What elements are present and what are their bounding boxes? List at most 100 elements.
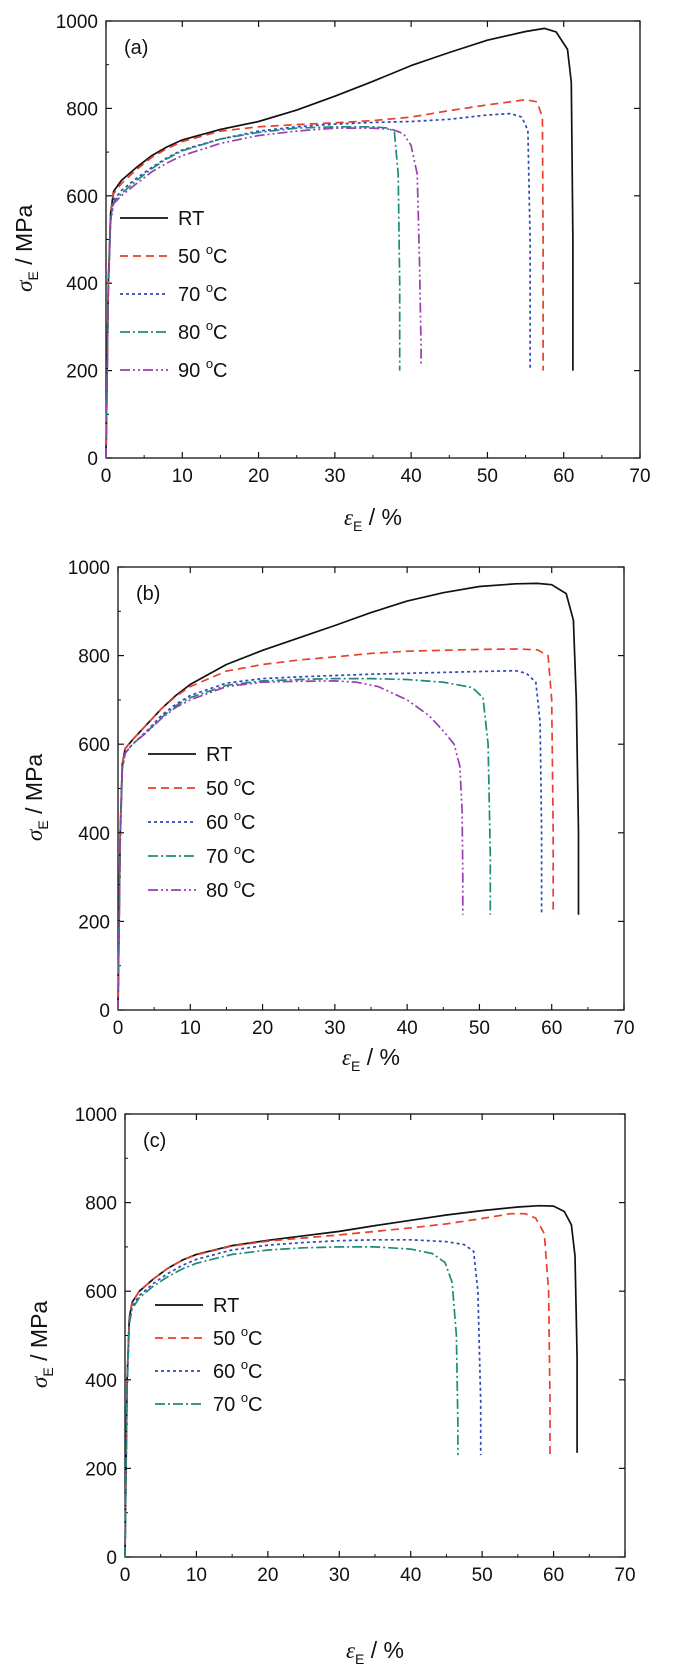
y-axis-label: σE / MPa (11, 204, 41, 291)
series-line-4 (105, 127, 422, 459)
degree-symbol: o (241, 1390, 248, 1405)
x-tick-label: 70 (613, 1018, 634, 1039)
series-line-2 (105, 112, 531, 459)
legend-label-value: 90 (178, 360, 206, 382)
degree-symbol: o (241, 1357, 248, 1372)
x-tick-label: 30 (324, 1018, 345, 1039)
legend-label-value: 80 (206, 880, 234, 902)
x-axis-symbol: ε (342, 1045, 352, 1070)
legend-label-value: 50 (178, 246, 206, 268)
y-axis-unit: / MPa (26, 1301, 52, 1368)
x-axis-symbol: ε (344, 505, 354, 530)
legend-label-value: 50 (206, 778, 234, 800)
legend-label: RT (213, 1295, 239, 1317)
y-axis-unit: / MPa (21, 754, 47, 821)
x-tick-label: 50 (477, 466, 498, 487)
x-tick-label: 30 (324, 466, 345, 487)
x-tick-label: 20 (248, 466, 269, 487)
y-tick-label: 600 (85, 1282, 117, 1303)
y-axis-subscript: E (25, 271, 41, 280)
x-tick-label: 40 (400, 1565, 421, 1586)
degree-symbol: o (241, 1324, 248, 1339)
y-axis-subscript: E (40, 1367, 56, 1376)
y-axis-unit: / MPa (11, 204, 37, 271)
legend-label-value: RT (213, 1295, 239, 1317)
x-tick-label: 50 (469, 1018, 490, 1039)
y-tick-label: 400 (85, 1371, 117, 1392)
x-tick-label: 30 (329, 1565, 350, 1586)
y-tick-label: 600 (66, 187, 98, 208)
x-tick-label: 60 (543, 1565, 564, 1586)
legend-label-value: RT (206, 744, 232, 766)
x-tick-label: 20 (252, 1018, 273, 1039)
chart-panel-a: 0 10 20 30 40 50 60 70 0 200 400 600 800 1000 (a) RT 50 … (11, 12, 651, 534)
x-tick-label: 40 (401, 466, 422, 487)
series-line-0 (117, 582, 580, 1011)
x-axis-unit: / % (364, 1637, 404, 1663)
legend-label-value: 50 (213, 1328, 241, 1350)
y-tick-label: 200 (78, 912, 110, 933)
legend-label-unit: C (241, 846, 255, 868)
legend-label: 70 oC (213, 1390, 263, 1416)
x-tick-label: 20 (257, 1565, 278, 1586)
x-tick-label: 60 (553, 466, 574, 487)
legend-label-unit: C (241, 778, 255, 800)
legend-label-value: 60 (206, 812, 234, 834)
y-tick-label: 0 (106, 1548, 117, 1569)
y-tick-label: 200 (85, 1459, 117, 1480)
legend-label: 70 oC (178, 280, 228, 306)
legend-label-value: 80 (178, 322, 206, 344)
series-line-2 (124, 1238, 482, 1558)
x-axis-label: εE / % (342, 1044, 400, 1074)
x-tick-label: 10 (172, 466, 193, 487)
panel-label: (a) (124, 37, 148, 59)
y-tick-label: 800 (78, 647, 110, 668)
x-tick-label: 50 (472, 1565, 493, 1586)
legend-label-unit: C (248, 1328, 262, 1350)
x-axis-unit: / % (360, 1044, 400, 1070)
series-line-3 (124, 1246, 459, 1558)
legend-label-value: RT (178, 208, 204, 230)
x-axis-subscript: E (353, 518, 362, 534)
x-tick-label: 40 (397, 1018, 418, 1039)
y-tick-label: 0 (87, 449, 98, 470)
degree-symbol: o (206, 280, 213, 295)
y-tick-label: 1000 (68, 558, 110, 579)
x-tick-label: 10 (186, 1565, 207, 1586)
x-tick-label: 0 (113, 1018, 124, 1039)
y-tick-label: 1000 (56, 12, 98, 33)
series-line-3 (105, 125, 401, 459)
legend-label-value: 70 (206, 846, 234, 868)
degree-symbol: o (234, 808, 241, 823)
y-tick-label: 400 (66, 274, 98, 295)
series-line-1 (117, 648, 555, 1011)
y-axis-symbol: σ (27, 1375, 52, 1388)
legend-label: RT (206, 744, 232, 766)
panel-label: (c) (143, 1130, 166, 1152)
legend-label-unit: C (241, 880, 255, 902)
legend-label: 60 oC (213, 1357, 263, 1383)
x-tick-label: 10 (180, 1018, 201, 1039)
degree-symbol: o (234, 774, 241, 789)
legend-label-value: 60 (213, 1361, 241, 1383)
x-axis-unit: / % (362, 504, 402, 530)
legend-label: 50 oC (206, 774, 256, 800)
degree-symbol: o (206, 242, 213, 257)
y-axis-label: σE / MPa (26, 1301, 56, 1388)
x-axis-symbol: ε (346, 1638, 356, 1663)
x-axis-subscript: E (355, 1651, 364, 1667)
panel-label: (b) (136, 583, 160, 605)
x-tick-label: 70 (614, 1565, 635, 1586)
series-line-1 (124, 1212, 551, 1558)
series-line-3 (117, 677, 492, 1011)
y-axis-symbol: σ (12, 279, 37, 292)
y-tick-label: 800 (66, 99, 98, 120)
chart-panel-b: 0 10 20 30 40 50 60 70 0 200 400 600 800 1000 (b) RT 50 … (21, 558, 635, 1074)
chart-panel-c: 0 10 20 30 40 50 60 70 0 200 400 600 800 1000 (c) RT 50 … (26, 1105, 636, 1667)
series-line-0 (105, 27, 574, 459)
degree-symbol: o (234, 842, 241, 857)
x-tick-label: 60 (541, 1018, 562, 1039)
